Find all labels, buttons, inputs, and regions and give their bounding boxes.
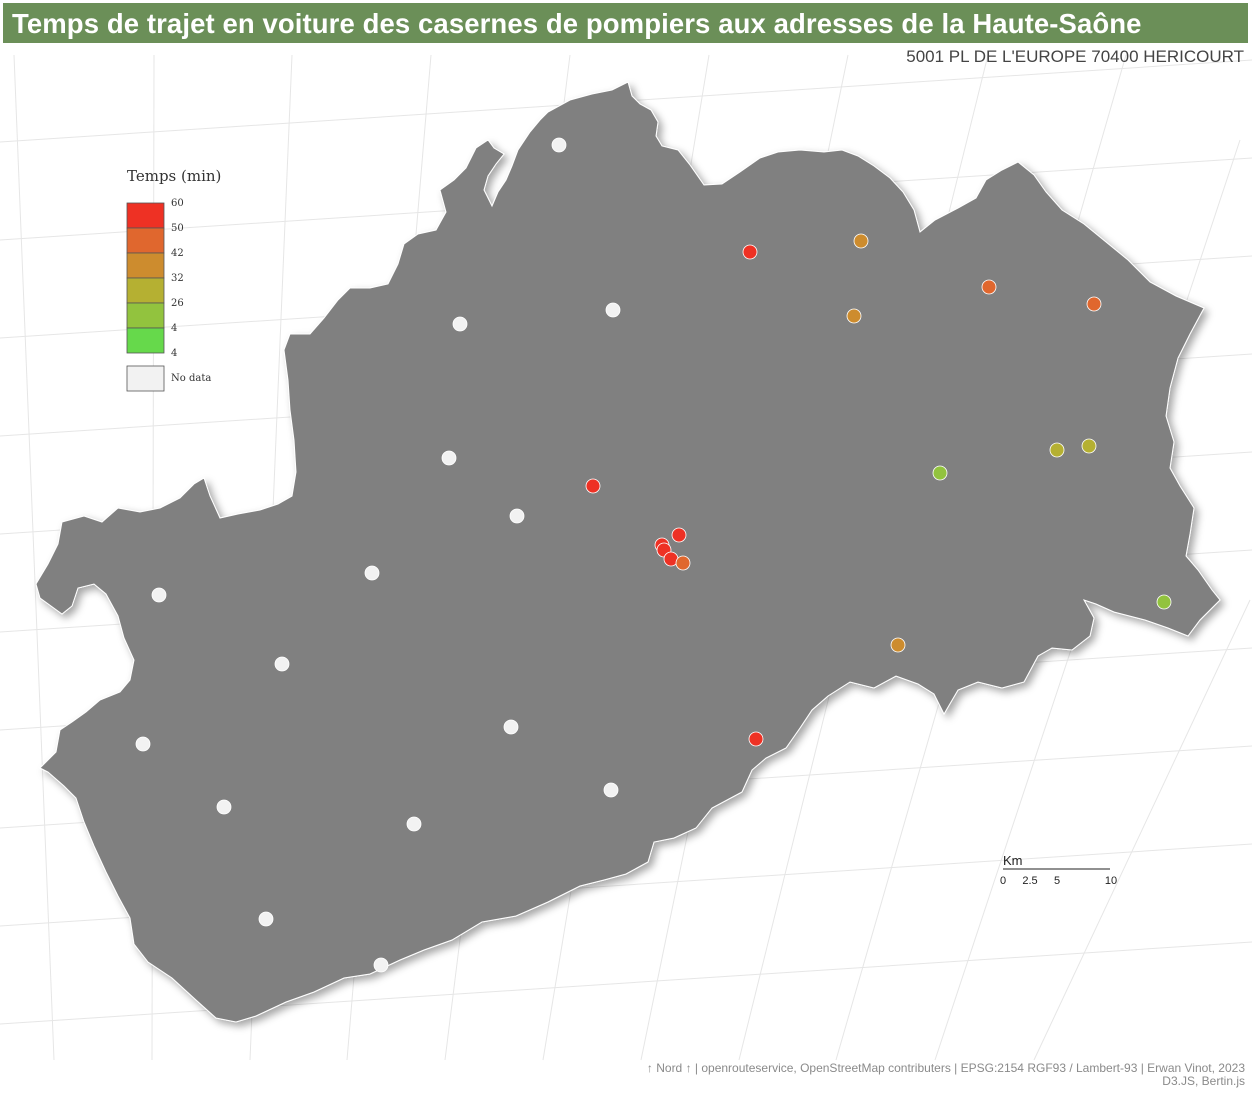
legend-nodata-swatch — [126, 365, 165, 392]
map-subtitle: 5001 PL DE L'EUROPE 70400 HERICOURT — [906, 47, 1244, 66]
station-marker[interactable] — [1156, 594, 1172, 610]
scale-bar-title: Km — [1003, 853, 1023, 868]
station-marker[interactable] — [441, 450, 457, 466]
footer-line-sources: ↑ Nord ↑ | openrouteservice, OpenStreetM… — [646, 1061, 1245, 1075]
legend-break-label: 4 — [171, 348, 177, 359]
station-marker[interactable] — [1081, 438, 1097, 454]
scale-bar-tick: 0 — [1000, 875, 1006, 887]
station-marker[interactable] — [274, 656, 290, 672]
legend-swatch — [126, 327, 165, 354]
station-marker[interactable] — [1086, 296, 1102, 312]
station-marker[interactable] — [932, 465, 948, 481]
station-marker[interactable] — [890, 637, 906, 653]
station-marker[interactable] — [846, 308, 862, 324]
legend-break-label: 50 — [171, 223, 184, 234]
station-marker[interactable] — [151, 587, 167, 603]
station-marker[interactable] — [509, 508, 525, 524]
station-marker[interactable] — [603, 782, 619, 798]
legend-swatch — [126, 302, 165, 329]
station-marker[interactable] — [406, 816, 422, 832]
title-bar: Temps de trajet en voiture des casernes … — [3, 3, 1248, 43]
station-marker[interactable] — [551, 137, 567, 153]
legend-break-label: 60 — [171, 198, 184, 209]
legend-swatch — [126, 202, 165, 229]
station-marker[interactable] — [675, 555, 691, 571]
station-marker[interactable] — [216, 799, 232, 815]
station-marker[interactable] — [605, 302, 621, 318]
station-marker[interactable] — [585, 478, 601, 494]
legend-break-label: 32 — [171, 273, 184, 284]
station-marker[interactable] — [981, 279, 997, 295]
legend: Temps (min) 60 50 42 32 26 4 4 No data — [126, 167, 221, 392]
scale-bar-tick: 2.5 — [1022, 875, 1037, 887]
legend-swatch — [126, 227, 165, 254]
haute-saone-department — [35, 81, 1221, 1023]
station-marker[interactable] — [742, 244, 758, 260]
footer-line-tools: D3.JS, Bertin.js — [1162, 1074, 1245, 1088]
station-marker[interactable] — [135, 736, 151, 752]
stations-layer — [135, 137, 1172, 973]
legend-break-label: 26 — [171, 298, 184, 309]
station-marker[interactable] — [671, 527, 687, 543]
legend-swatch — [126, 277, 165, 304]
station-marker[interactable] — [853, 233, 869, 249]
footer-credits: ↑ Nord ↑ | openrouteservice, OpenStreetM… — [647, 1062, 1245, 1088]
legend-nodata-label: No data — [171, 373, 211, 384]
station-marker[interactable] — [258, 911, 274, 927]
map-title: Temps de trajet en voiture des casernes … — [12, 8, 1142, 39]
station-marker[interactable] — [373, 957, 389, 973]
station-marker[interactable] — [452, 316, 468, 332]
legend-swatch — [126, 252, 165, 279]
station-marker[interactable] — [364, 565, 380, 581]
station-marker[interactable] — [748, 731, 764, 747]
legend-break-label: 42 — [171, 248, 184, 259]
station-marker[interactable] — [1049, 442, 1065, 458]
legend-break-label: 4 — [171, 323, 177, 334]
scale-bar: Km 0 2.5 5 10 — [1000, 853, 1117, 887]
legend-title: Temps (min) — [127, 167, 221, 185]
station-marker[interactable] — [503, 719, 519, 735]
scale-bar-tick: 5 — [1054, 875, 1060, 887]
scale-bar-tick: 10 — [1105, 875, 1117, 887]
